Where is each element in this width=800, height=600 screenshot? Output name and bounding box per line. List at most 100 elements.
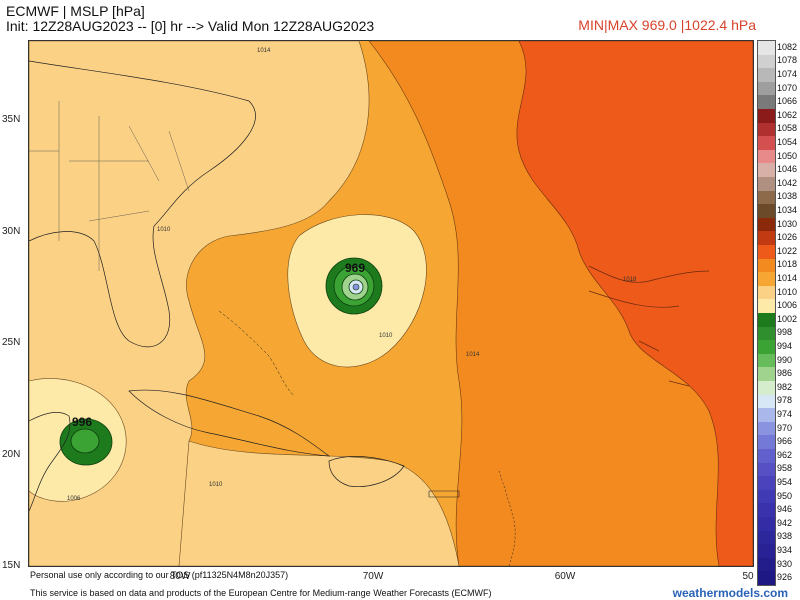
colorbar-level-label: 926 — [777, 572, 793, 583]
low-center-label: 996 — [72, 415, 93, 429]
eastern-island-features — [588, 265, 710, 387]
colorbar-cell — [758, 408, 775, 423]
lat-label: 35N — [2, 114, 21, 125]
contour-label: 1010 — [209, 482, 223, 488]
colorbar-cell — [758, 272, 775, 287]
colorbar-level-label: 978 — [777, 395, 793, 406]
pressure-colorbar — [757, 40, 776, 586]
colorbar-level-label: 946 — [777, 504, 793, 515]
colorbar-level-label: 966 — [777, 436, 793, 447]
field-1022 — [516, 41, 753, 566]
colorbar-cell — [758, 136, 775, 151]
colorbar-cell — [758, 394, 775, 409]
colorbar-level-label: 1034 — [777, 205, 798, 215]
colorbar-cell — [758, 258, 775, 273]
colorbar-level-label: 1022 — [777, 245, 798, 256]
colorbar-cell — [758, 204, 775, 219]
brand-link[interactable]: weathermodels.com — [672, 586, 788, 600]
colorbar-cell — [758, 421, 775, 436]
colorbar-cell — [758, 190, 775, 205]
colorbar-level-label: 1042 — [777, 177, 798, 188]
colorbar-level-label: 1070 — [777, 82, 798, 93]
colorbar-cell — [758, 217, 775, 232]
colorbar-level-label: 962 — [777, 449, 793, 460]
colorbar-level-label: 1014 — [777, 273, 798, 283]
min-max-readout: MIN|MAX 969.0 |1022.4 hPa — [578, 17, 756, 33]
tos-note: Personal use only according to our TOS (… — [30, 570, 289, 580]
colorbar-level-label: 1058 — [777, 123, 798, 134]
lesser-antilles — [498, 470, 516, 566]
colorbar-level-label: 982 — [777, 381, 793, 392]
colorbar-level-label: 970 — [777, 422, 793, 433]
colorbar-cell — [758, 299, 775, 314]
colorbar-cell — [758, 435, 775, 450]
state-borders — [29, 101, 190, 271]
puerto-rico-coastline — [428, 490, 460, 498]
colorbar-cell — [758, 517, 775, 532]
colorbar-cell — [758, 530, 775, 545]
contour-label: 1014 — [257, 48, 271, 54]
colorbar-cell — [758, 544, 775, 559]
init-valid-time: Init: 12Z28AUG2023 -- [0] hr --> Valid M… — [6, 18, 375, 34]
colorbar-level-label: 994 — [777, 341, 793, 351]
colorbar-level-label: 930 — [777, 558, 793, 569]
colorbar-level-label: 1054 — [777, 137, 798, 147]
colorbar-level-label: 1082 — [777, 41, 798, 52]
colorbar-cell — [758, 476, 775, 491]
lon-label: 80W — [169, 571, 191, 582]
colorbar-cell — [758, 163, 775, 178]
contour-970 — [352, 283, 360, 291]
colorbar-cell — [758, 81, 775, 96]
colorbar-cell — [758, 353, 775, 368]
colorbar-cell — [758, 503, 775, 518]
colorbar-level-label: 998 — [777, 327, 793, 338]
colorbar-level-label: 958 — [777, 463, 793, 474]
ecmwf-credit: This service is based on data and produc… — [30, 588, 492, 598]
map-canvas — [29, 41, 753, 566]
contour-label: 1006 — [67, 496, 81, 502]
colorbar-level-label: 1038 — [777, 191, 798, 202]
colorbar-cell — [758, 449, 775, 464]
colorbar-level-label: 990 — [777, 354, 793, 365]
yucatan-coastline — [29, 412, 71, 512]
colorbar-cell — [758, 313, 775, 328]
contour-label: 1018 — [623, 277, 637, 283]
colorbar-cell — [758, 231, 775, 246]
colorbar-cell — [758, 177, 775, 192]
colorbar-level-label: 938 — [777, 531, 793, 542]
colorbar-level-label: 1074 — [777, 69, 798, 79]
colorbar-cell — [758, 122, 775, 137]
lat-label: 30N — [2, 226, 21, 237]
colorbar-cell — [758, 340, 775, 355]
colorbar-cell — [758, 41, 775, 56]
map-title: ECMWF | MSLP [hPa] — [6, 3, 145, 19]
colorbar-cell — [758, 381, 775, 396]
colorbar-level-label: 1046 — [777, 164, 798, 175]
colorbar-cell — [758, 245, 775, 260]
colorbar-cell — [758, 462, 775, 477]
lat-label: 20N — [2, 449, 21, 460]
colorbar-cell — [758, 285, 775, 300]
lon-label: 50 — [742, 571, 754, 582]
colorbar-level-label: 1062 — [777, 109, 798, 120]
hispaniola-coastline — [328, 456, 405, 487]
colorbar-level-label: 1010 — [777, 286, 798, 297]
colorbar-level-label: 1078 — [777, 55, 798, 66]
colorbar-level-label: 1066 — [777, 96, 798, 107]
contour-label: 1010 — [157, 227, 171, 233]
colorbar-cell — [758, 149, 775, 164]
lon-label: 60W — [554, 571, 576, 582]
cuba-coastline — [128, 389, 331, 457]
colorbar-cell — [758, 109, 775, 124]
low-center-label: 969 — [345, 261, 366, 275]
lon-label: 70W — [362, 571, 384, 582]
us-east-coastline — [29, 60, 256, 348]
colorbar-level-label: 1026 — [777, 232, 798, 243]
contour-label: 1010 — [379, 333, 393, 339]
colorbar-level-label: 974 — [777, 409, 793, 419]
colorbar-level-label: 1030 — [777, 218, 798, 229]
bahamas-coastline — [218, 310, 295, 397]
colorbar-level-label: 950 — [777, 490, 793, 501]
lat-label: 15N — [2, 560, 21, 571]
colorbar-level-label: 934 — [777, 545, 793, 555]
